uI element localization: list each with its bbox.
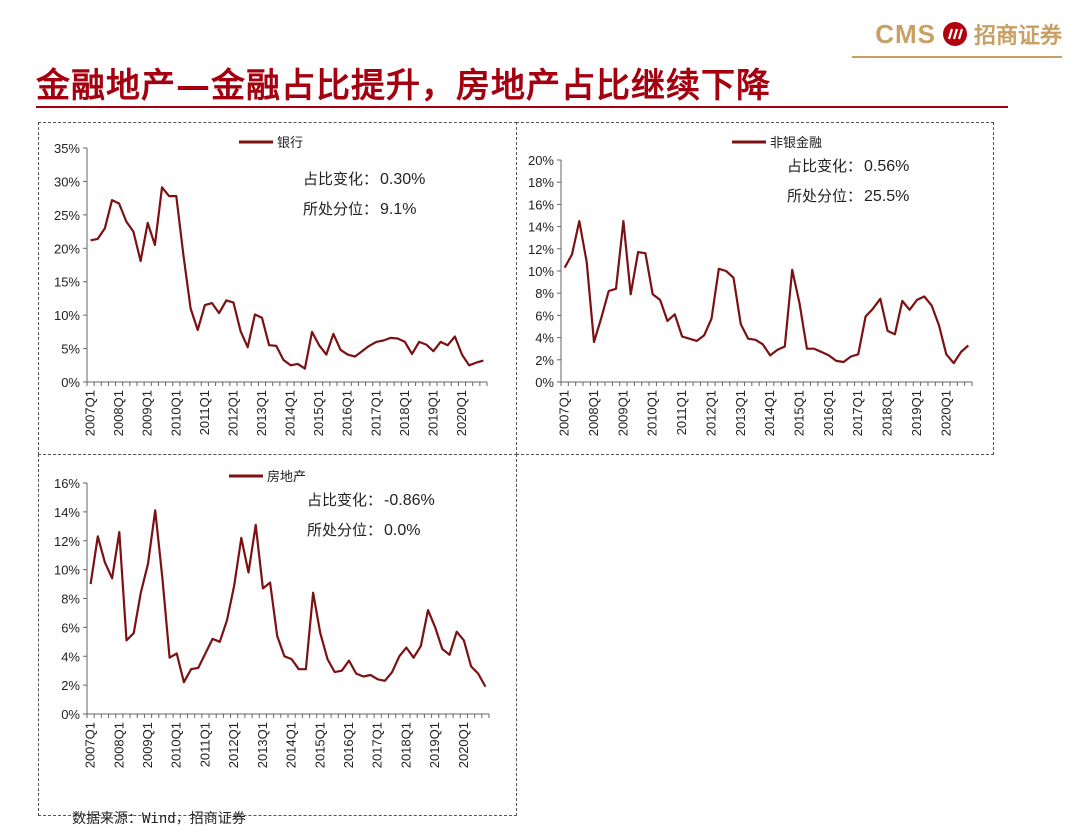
y-tick-label: 0% [535,375,554,390]
y-tick-label: 12% [54,534,80,549]
logo-chinese-name: 招商证券 [973,23,1062,49]
x-tick-label: 2009Q1 [615,390,630,436]
legend-label: 房地产 [267,469,306,485]
y-tick-label: 12% [528,242,554,257]
chart-svg: 0% 2% 4% 6% 8% 10% 12% 14% 16% 18% 20% 2007Q1 2008Q1… [528,135,973,436]
x-tick-label: 2007Q1 [557,390,572,436]
y-tick-label: 14% [54,505,80,520]
x-tick-label: 2017Q1 [850,390,865,436]
y-tick-label: 10% [54,308,80,323]
annotation-text: 占比变化： -0.86% [307,491,435,509]
y-tick-label: 4% [61,649,80,664]
annotation-text: 占比变化： 0.56% [787,157,909,175]
x-tick-label: 2018Q1 [398,722,413,768]
x-tick-label: 2007Q1 [83,722,98,768]
x-tick-label: 2007Q1 [83,390,98,436]
y-tick-label: 10% [54,563,80,578]
source-note: 数据来源：Wind，招商证券 [72,811,246,827]
y-tick-label: 15% [54,275,80,290]
x-tick-label: 2017Q1 [368,390,383,436]
logo-text: CMS [875,18,936,49]
brand-logo: CMS 招商证券 [875,14,1062,54]
x-tick-label: 2015Q1 [312,722,327,768]
x-tick-label: 2016Q1 [821,390,836,436]
x-tick-label: 2009Q1 [140,390,155,436]
legend-label: 银行 [277,136,303,151]
x-tick-label: 2013Q1 [254,390,269,436]
y-tick-label: 18% [528,175,554,190]
x-tick-label: 2015Q1 [792,390,807,436]
y-tick-label: 6% [535,308,554,323]
x-tick-label: 2011Q1 [674,390,689,435]
x-tick-label: 2020Q1 [456,722,471,768]
x-tick-label: 2014Q1 [283,390,298,436]
logo-underline [852,56,1062,58]
chart-svg: 0% 2% 4% 6% 8% 10% 12% 14% 16% 2007Q1 2008Q1 2009Q1… [54,469,490,768]
x-tick-label: 2019Q1 [909,390,924,436]
x-tick-label: 2010Q1 [168,390,183,436]
chart-panel-nonbank-finance: 0% 2% 4% 6% 8% 10% 12% 14% 16% 18% 20% 2007Q1 2008Q1… [516,122,994,455]
x-tick-label: 2019Q1 [427,722,442,768]
x-tick-label: 2008Q1 [586,390,601,436]
y-tick-label: 14% [528,220,554,235]
series-line [89,509,487,688]
x-tick-label: 2011Q1 [197,722,212,767]
chart-panel-bank: 0% 5% 10% 15% 20% 25% 30% 35% 2007Q1 2008Q1 2009Q1… [38,122,517,455]
annotation-text: 所处分位： 25.5% [787,187,909,205]
y-tick-label: 16% [528,197,554,212]
y-tick-label: 8% [61,592,80,607]
legend-label: 非银金融 [770,135,822,151]
y-tick-label: 16% [54,476,80,491]
x-tick-label: 2016Q1 [340,390,355,436]
y-tick-label: 30% [54,174,80,189]
cms-logo-mark-icon [942,22,967,46]
x-tick-label: 2010Q1 [645,390,660,436]
y-tick-label: 5% [61,342,80,357]
y-tick-label: 35% [54,141,80,156]
y-tick-label: 20% [54,241,80,256]
chart-svg: 0% 5% 10% 15% 20% 25% 30% 35% 2007Q1 2008Q1 2009Q1… [54,136,488,436]
x-tick-label: 2014Q1 [762,390,777,436]
series-line [563,219,970,365]
y-tick-label: 2% [535,353,554,368]
x-tick-label: 2010Q1 [169,722,184,768]
y-tick-label: 8% [535,286,554,301]
x-tick-label: 2012Q1 [703,390,718,436]
y-tick-label: 25% [54,208,80,223]
x-tick-label: 2012Q1 [226,722,241,768]
x-tick-label: 2020Q1 [454,390,469,436]
x-tick-label: 2020Q1 [938,390,953,436]
y-tick-label: 2% [61,678,80,693]
x-tick-label: 2017Q1 [370,722,385,768]
annotation-text: 所处分位： 0.0% [307,521,420,539]
x-tick-label: 2015Q1 [311,390,326,436]
x-tick-label: 2014Q1 [284,722,299,768]
x-tick-label: 2013Q1 [255,722,270,768]
x-tick-label: 2009Q1 [140,722,155,768]
y-tick-label: 20% [528,153,554,168]
series-line [90,186,484,370]
x-tick-label: 2008Q1 [111,390,126,436]
annotation-text: 所处分位： 9.1% [303,200,416,218]
x-tick-label: 2018Q1 [880,390,895,436]
x-tick-label: 2012Q1 [225,390,240,436]
chart-panel-real-estate: 0% 2% 4% 6% 8% 10% 12% 14% 16% 2007Q1 2008Q1 2009Q1… [38,454,517,816]
x-tick-label: 2008Q1 [111,722,126,768]
x-tick-label: 2013Q1 [733,390,748,436]
x-tick-label: 2011Q1 [197,390,212,435]
y-tick-label: 0% [61,375,80,390]
x-tick-label: 2019Q1 [425,390,440,436]
y-tick-label: 4% [535,331,554,346]
x-tick-label: 2018Q1 [397,390,412,436]
y-tick-label: 10% [528,264,554,279]
y-tick-label: 6% [61,620,80,635]
y-tick-label: 0% [61,707,80,722]
x-tick-label: 2016Q1 [341,722,356,768]
page-title: 金融地产—金融占比提升，房地产占比继续下降 [36,66,771,106]
annotation-text: 占比变化： 0.30% [303,170,425,188]
title-rule [36,106,1008,108]
